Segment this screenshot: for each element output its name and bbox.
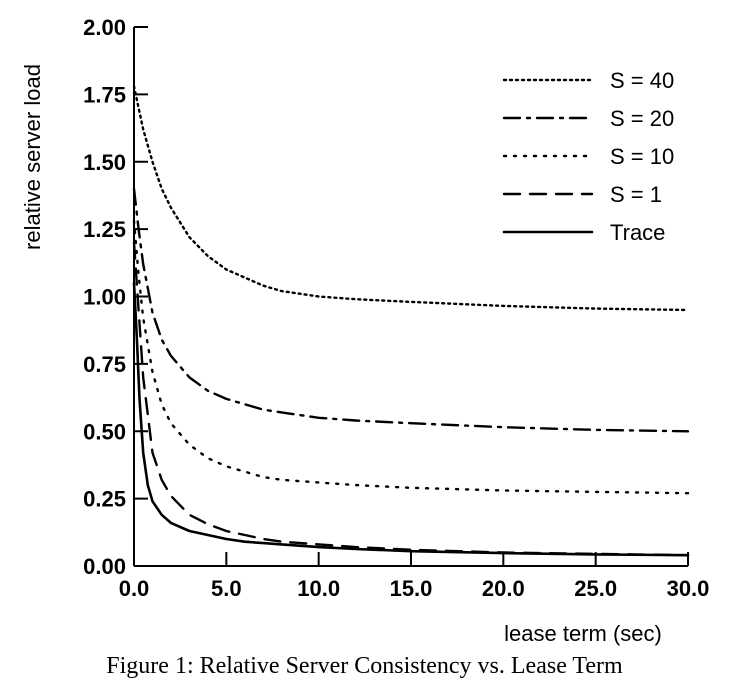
legend: S = 40 S = 20 S = 10 S = 1 Trace — [502, 68, 674, 245]
y-tick-label: 1.50 — [83, 150, 126, 175]
y-tick-label: 0.50 — [83, 419, 126, 444]
x-axis-label: lease term (sec) — [504, 621, 662, 646]
y-tick-label: 2.00 — [83, 15, 126, 40]
y-tick-label: 0.75 — [83, 352, 126, 377]
x-tick-label: 5.0 — [211, 576, 242, 601]
y-tick-label: 0.25 — [83, 487, 126, 512]
legend-label-1: S = 40 — [610, 68, 674, 93]
series-line-4 — [132, 241, 690, 557]
y-tick-label: 1.75 — [83, 82, 126, 107]
x-axis-ticks: 0.0 5.0 10.0 15.0 20.0 25.0 30.0 — [119, 552, 710, 601]
x-tick-label: 30.0 — [667, 576, 710, 601]
figure-caption: Figure 1: Relative Server Consistency vs… — [106, 653, 623, 679]
y-axis-label: relative server load — [20, 64, 45, 250]
y-tick-label: 1.25 — [83, 217, 126, 242]
x-tick-label: 25.0 — [574, 576, 617, 601]
chart: 0.00 0.25 0.50 0.75 1.00 1.25 1.50 1.75 2.00 0.0… — [20, 15, 710, 646]
y-axis-ticks: 0.00 0.25 0.50 0.75 1.00 1.25 1.50 1.75 2.00 — [83, 15, 148, 579]
y-tick-label: 1.00 — [83, 285, 126, 310]
legend-label-5: Trace — [610, 220, 665, 245]
series-line-5 — [132, 281, 690, 557]
legend-label-2: S = 20 — [610, 106, 674, 131]
legend-label-4: S = 1 — [610, 182, 662, 207]
series-line-2 — [132, 187, 690, 433]
series-line-3 — [132, 219, 690, 495]
x-tick-label: 10.0 — [297, 576, 340, 601]
series-group — [132, 85, 690, 557]
x-tick-label: 15.0 — [390, 576, 433, 601]
series-line-1 — [132, 85, 690, 312]
legend-label-3: S = 10 — [610, 144, 674, 169]
x-tick-label: 0.0 — [119, 576, 150, 601]
x-tick-label: 20.0 — [482, 576, 525, 601]
y-tick-label: 0.00 — [83, 554, 126, 579]
